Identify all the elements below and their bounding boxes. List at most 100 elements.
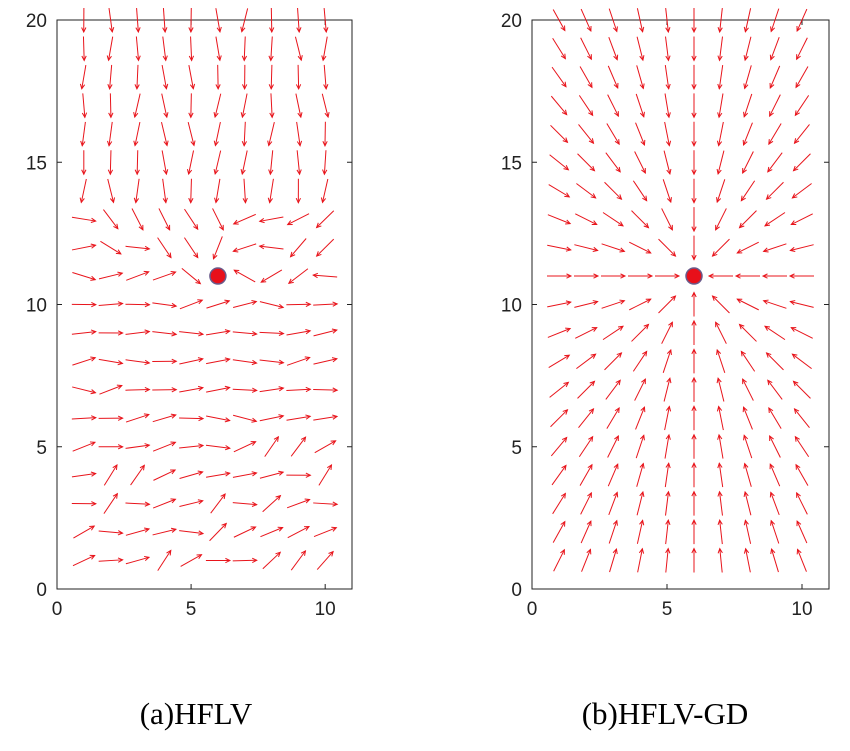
vector-arrow	[661, 208, 673, 231]
y-tick-label: 10	[501, 296, 522, 317]
vector-arrow	[313, 301, 339, 307]
vector-arrow	[796, 520, 808, 544]
vector-arrow	[636, 65, 645, 90]
vector-arrow	[770, 547, 779, 573]
vector-arrow	[106, 36, 114, 62]
vector-arrow	[552, 492, 566, 515]
vector-arrow	[664, 121, 672, 147]
vector-arrow	[286, 472, 312, 478]
vector-arrow	[179, 385, 205, 393]
vector-arrow	[743, 93, 753, 118]
vector-arrow	[232, 387, 258, 393]
vector-arrow	[604, 352, 623, 371]
vector-arrow	[188, 7, 194, 34]
vector-arrow	[601, 243, 626, 253]
y-tick-label: 10	[26, 296, 47, 317]
vector-arrow	[716, 377, 725, 402]
vector-arrow	[259, 414, 285, 422]
vector-arrow	[133, 121, 141, 147]
vector-arrow	[636, 490, 645, 516]
vector-arrow	[71, 243, 97, 251]
vector-arrow	[768, 123, 782, 146]
vector-arrow	[215, 36, 222, 62]
vector-arrow	[717, 36, 723, 62]
vector-arrow	[792, 153, 811, 172]
vector-arrow	[179, 530, 205, 536]
vector-arrow	[691, 291, 697, 317]
vector-arrow	[184, 237, 199, 259]
vector-arrow	[134, 64, 140, 91]
vector-arrow	[290, 436, 307, 457]
vector-arrow	[157, 549, 172, 571]
vector-arrow	[232, 501, 258, 507]
vector-arrow	[133, 93, 141, 119]
vector-arrow	[81, 150, 87, 176]
vector-arrow	[152, 413, 177, 423]
vector-arrow	[233, 526, 257, 538]
vector-arrow	[664, 93, 671, 119]
vector-arrow	[212, 208, 224, 231]
vector-arrow	[548, 354, 571, 369]
vector-arrow	[215, 8, 222, 33]
vector-arrow	[99, 384, 123, 395]
vector-arrow	[716, 405, 724, 431]
vector-arrow	[73, 525, 96, 539]
vector-arrow	[665, 547, 671, 573]
vector-arrow	[213, 150, 222, 176]
vector-arrow	[551, 66, 567, 88]
vector-arrow	[793, 124, 810, 145]
vector-arrow	[179, 415, 205, 422]
vector-arrow	[769, 463, 781, 487]
vector-arrow	[125, 501, 151, 507]
vector-arrow	[152, 527, 178, 536]
vector-arrow	[715, 321, 727, 344]
vector-arrow	[323, 64, 329, 91]
vector-arrow	[577, 153, 596, 172]
vector-arrow	[98, 557, 124, 563]
vector-arrow	[605, 379, 621, 400]
vector-arrow	[320, 178, 329, 204]
vector-arrow	[205, 329, 231, 336]
vector-arrow	[605, 152, 621, 173]
vector-arrow	[152, 441, 177, 452]
vector-arrow	[796, 8, 808, 33]
vector-arrow	[743, 490, 752, 516]
vector-arrow	[691, 433, 697, 459]
vector-arrow	[296, 150, 302, 176]
vector-arrow	[206, 357, 231, 365]
vector-arrow	[665, 36, 671, 62]
vector-arrow	[608, 8, 618, 33]
vector-arrow	[214, 178, 221, 204]
vector-arrow	[286, 356, 311, 366]
vector-arrow	[153, 469, 177, 481]
vector-arrow	[205, 444, 231, 451]
vector-arrow	[125, 359, 151, 366]
vector-arrow	[765, 181, 784, 200]
vector-arrow	[790, 213, 813, 226]
vector-arrow	[125, 245, 151, 252]
y-tick-label: 5	[511, 438, 522, 459]
vector-arrow	[764, 212, 786, 227]
vector-arrow	[321, 93, 330, 119]
vector-arrow	[578, 95, 594, 117]
vector-arrow	[691, 36, 697, 62]
vector-arrow	[634, 151, 646, 175]
vector-arrow	[743, 462, 752, 487]
vector-arrow	[107, 121, 113, 147]
vector-arrow	[323, 8, 329, 34]
vector-arrow	[602, 325, 624, 341]
vector-arrow	[658, 295, 677, 314]
vector-arrow	[793, 408, 810, 428]
vector-arrow	[286, 386, 312, 393]
vector-arrow	[691, 178, 697, 204]
vector-arrow	[152, 331, 178, 337]
vector-arrow	[574, 244, 599, 253]
vector-arrow	[264, 435, 280, 457]
panel-b-plot-area	[531, 19, 830, 590]
vector-arrow	[71, 415, 97, 421]
vector-arrow	[232, 331, 258, 337]
vector-arrow	[762, 243, 787, 253]
vector-arrow	[717, 490, 723, 516]
vector-arrow	[716, 179, 726, 204]
